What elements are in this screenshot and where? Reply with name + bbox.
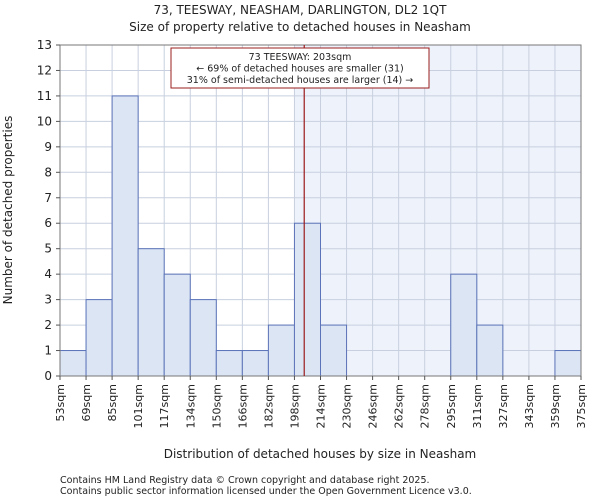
histogram-bar [241, 350, 269, 377]
histogram-bar [267, 324, 295, 377]
highlight-region [294, 45, 581, 376]
histogram-bar [59, 350, 87, 377]
histogram-bar [189, 299, 217, 377]
chart-subtitle: Size of property relative to detached ho… [129, 20, 471, 34]
x-tick-label: 262sqm [393, 384, 406, 428]
x-tick-label: 53sqm [54, 384, 67, 421]
y-tick-label: 10 [37, 114, 52, 128]
annotation-line: 31% of semi-detached houses are larger (… [187, 75, 414, 86]
histogram-bar [554, 350, 582, 377]
x-tick-label: 295sqm [445, 384, 458, 428]
y-tick-label: 5 [44, 242, 52, 256]
x-tick-label: 359sqm [549, 384, 562, 428]
x-axis-label: Distribution of detached houses by size … [164, 447, 477, 461]
histogram-bar [215, 350, 243, 377]
histogram-bar [450, 273, 478, 377]
x-tick-label: 375sqm [575, 384, 588, 428]
histogram-bar [476, 324, 504, 377]
y-tick-label: 9 [44, 140, 52, 154]
footer-line-1: Contains HM Land Registry data © Crown c… [60, 475, 430, 486]
y-tick-label: 2 [44, 318, 52, 332]
y-tick-label: 12 [37, 63, 52, 77]
y-tick-label: 0 [44, 369, 52, 383]
histogram-bar [137, 248, 165, 377]
histogram-bar [320, 324, 348, 377]
x-tick-label: 343sqm [523, 384, 536, 428]
y-tick-label: 8 [44, 165, 52, 179]
x-tick-label: 85sqm [106, 384, 119, 421]
y-tick-label: 1 [44, 344, 52, 358]
x-tick-label: 150sqm [210, 384, 223, 428]
x-tick-label: 117sqm [158, 384, 171, 428]
x-tick-label: 230sqm [341, 384, 354, 428]
histogram-bar [85, 299, 113, 377]
chart-title: 73, TEESWAY, NEASHAM, DARLINGTON, DL2 1Q… [154, 3, 448, 17]
y-tick-label: 4 [44, 267, 52, 281]
x-tick-label: 166sqm [236, 384, 249, 428]
x-tick-label: 246sqm [367, 384, 380, 428]
histogram-bar [111, 95, 139, 377]
y-tick-label: 6 [44, 216, 52, 230]
x-tick-label: 278sqm [419, 384, 432, 428]
y-axis-label: Number of detached properties [1, 116, 15, 305]
y-tick-label: 13 [37, 38, 52, 52]
x-tick-label: 198sqm [288, 384, 301, 428]
x-tick-label: 101sqm [132, 384, 145, 428]
x-tick-label: 182sqm [262, 384, 275, 428]
x-tick-label: 327sqm [497, 384, 510, 428]
x-tick-label: 69sqm [80, 384, 93, 421]
y-tick-label: 7 [44, 191, 52, 205]
y-tick-label: 3 [44, 293, 52, 307]
annotation-box [170, 47, 430, 89]
x-tick-label: 134sqm [184, 384, 197, 428]
histogram-bar [163, 273, 191, 377]
x-tick-label: 311sqm [471, 384, 484, 428]
footer-line-2: Contains public sector information licen… [60, 486, 472, 497]
x-tick-label: 214sqm [315, 384, 328, 428]
histogram-bar [293, 222, 322, 377]
annotation-line: 73 TEESWAY: 203sqm [249, 52, 352, 63]
annotation-line: ← 69% of detached houses are smaller (31… [196, 64, 403, 75]
y-tick-label: 11 [37, 89, 52, 103]
